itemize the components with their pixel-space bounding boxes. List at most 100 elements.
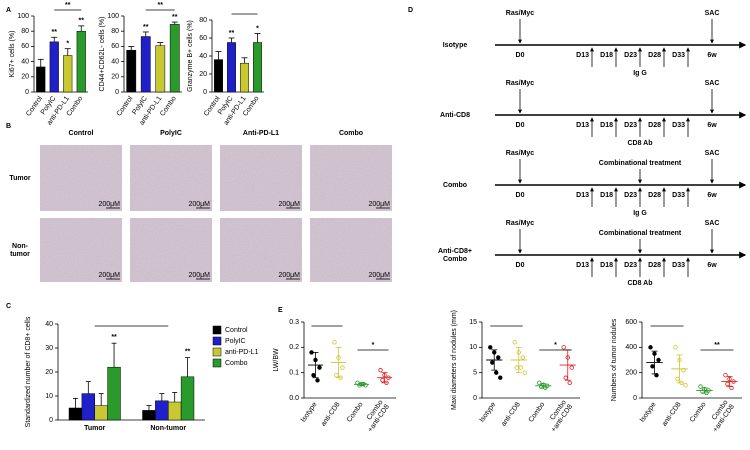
panel-label: D xyxy=(408,7,413,14)
day-label: D13 xyxy=(576,122,589,129)
panel-label: E xyxy=(278,307,283,314)
bar xyxy=(142,410,156,421)
y-tick-label: 15 xyxy=(469,319,477,326)
end-event: SAC xyxy=(705,150,720,157)
bar xyxy=(63,55,73,93)
bar xyxy=(140,36,151,93)
bar xyxy=(253,42,262,93)
legend-label: Combo xyxy=(225,360,248,367)
significance: * xyxy=(66,41,69,48)
day-label: D28 xyxy=(648,262,661,269)
significance: ** xyxy=(79,18,85,25)
day-label: D18 xyxy=(600,192,613,199)
panel-label: A xyxy=(6,7,11,14)
group-label: Anti-CD8+ Combo xyxy=(438,248,472,263)
y-axis-label: CD44+CD62L- cells (%) xyxy=(99,17,106,92)
data-point xyxy=(380,378,385,383)
y-axis-label: Maxi diameters of nodules (mm) xyxy=(451,310,458,410)
y-tick-label: 600 xyxy=(625,319,637,326)
y-tick-label: 0.2 xyxy=(289,344,299,351)
y-tick-label: 5 xyxy=(473,370,477,377)
data-point xyxy=(698,384,703,389)
data-point xyxy=(729,385,734,391)
y-tick-label: 100 xyxy=(17,13,29,20)
data-point xyxy=(317,365,322,370)
day-label: 6w xyxy=(707,52,717,59)
day-label: 6w xyxy=(707,192,717,199)
scale-bar-label: 200μM xyxy=(98,272,120,279)
bar xyxy=(227,42,236,93)
day-label: D28 xyxy=(648,52,661,59)
y-tick-label: 20 xyxy=(199,71,207,78)
legend-swatch xyxy=(212,325,222,335)
scale-bar-label: 200μM xyxy=(278,272,300,279)
column-header: Control xyxy=(69,130,94,137)
regimen-label: Combinational treatment xyxy=(599,230,682,237)
treatment-label: Ig G xyxy=(633,70,647,77)
data-point xyxy=(490,360,495,365)
data-point xyxy=(332,340,337,345)
panel-label: B xyxy=(6,123,11,130)
legend-label: anti-PD-L1 xyxy=(225,349,259,356)
column-header: Anti-PD-L1 xyxy=(243,130,279,137)
bar xyxy=(36,66,46,93)
row-label: Tumor xyxy=(9,175,31,182)
scale-bar-label: 200μM xyxy=(278,201,300,208)
y-tick-label: 400 xyxy=(625,344,637,351)
day-label: D23 xyxy=(624,122,637,129)
x-tick-label: Tumor xyxy=(84,425,106,432)
y-tick-label: 60 xyxy=(21,43,29,50)
legend-swatch xyxy=(212,336,222,346)
start-event: Ras/Myc xyxy=(506,220,535,227)
day-label: D23 xyxy=(624,262,637,269)
bar xyxy=(155,400,169,421)
x-tick-label: Isotype xyxy=(639,401,658,424)
data-point xyxy=(315,378,320,383)
y-tick-label: 40 xyxy=(45,321,53,328)
significance: * xyxy=(554,342,557,349)
bar xyxy=(240,62,249,93)
scale-bar-label: 200μM xyxy=(368,201,390,208)
significance: ** xyxy=(111,334,117,341)
day-label: D33 xyxy=(672,262,685,269)
y-tick-label: 20 xyxy=(21,74,29,81)
data-point xyxy=(496,355,501,360)
day-label: D28 xyxy=(648,192,661,199)
y-tick-label: 0 xyxy=(25,89,29,96)
x-tick-label: Combo xyxy=(689,401,708,424)
bar xyxy=(68,407,83,421)
significance: * xyxy=(256,25,259,32)
group-label: Combo xyxy=(443,182,467,189)
x-tick-label: Isotype xyxy=(479,401,498,424)
data-point xyxy=(648,345,653,350)
bar xyxy=(76,30,86,93)
x-tick-label: anti-CD8 xyxy=(320,401,342,428)
y-tick-label: 0 xyxy=(203,89,207,96)
x-tick-label: Isotype xyxy=(300,401,319,424)
start-event: Ras/Myc xyxy=(506,10,535,17)
x-tick-label: Control xyxy=(116,95,135,118)
scale-bar-label: 200μM xyxy=(98,201,120,208)
day-label: D33 xyxy=(672,52,685,59)
histology-texture xyxy=(310,145,392,211)
y-tick-label: 10 xyxy=(45,393,53,400)
y-tick-label: 200 xyxy=(625,370,637,377)
significance: ** xyxy=(52,29,58,36)
data-point xyxy=(563,375,568,380)
data-point xyxy=(498,375,503,380)
data-point xyxy=(340,365,345,370)
y-tick-label: 20 xyxy=(45,369,53,376)
significance: ** xyxy=(143,24,149,31)
treatment-label: CD8 Ab xyxy=(627,140,652,147)
histology-texture xyxy=(310,218,392,282)
x-tick-label: anti-CD8 xyxy=(661,401,683,428)
x-tick-label: Non-tumor xyxy=(150,425,186,432)
histology-texture xyxy=(130,145,212,211)
data-point xyxy=(725,381,730,387)
data-point xyxy=(567,380,572,385)
x-tick-label: Combo xyxy=(528,401,547,424)
y-tick-label: 40 xyxy=(199,53,207,60)
significance: ** xyxy=(229,30,235,37)
legend-swatch xyxy=(212,347,222,357)
